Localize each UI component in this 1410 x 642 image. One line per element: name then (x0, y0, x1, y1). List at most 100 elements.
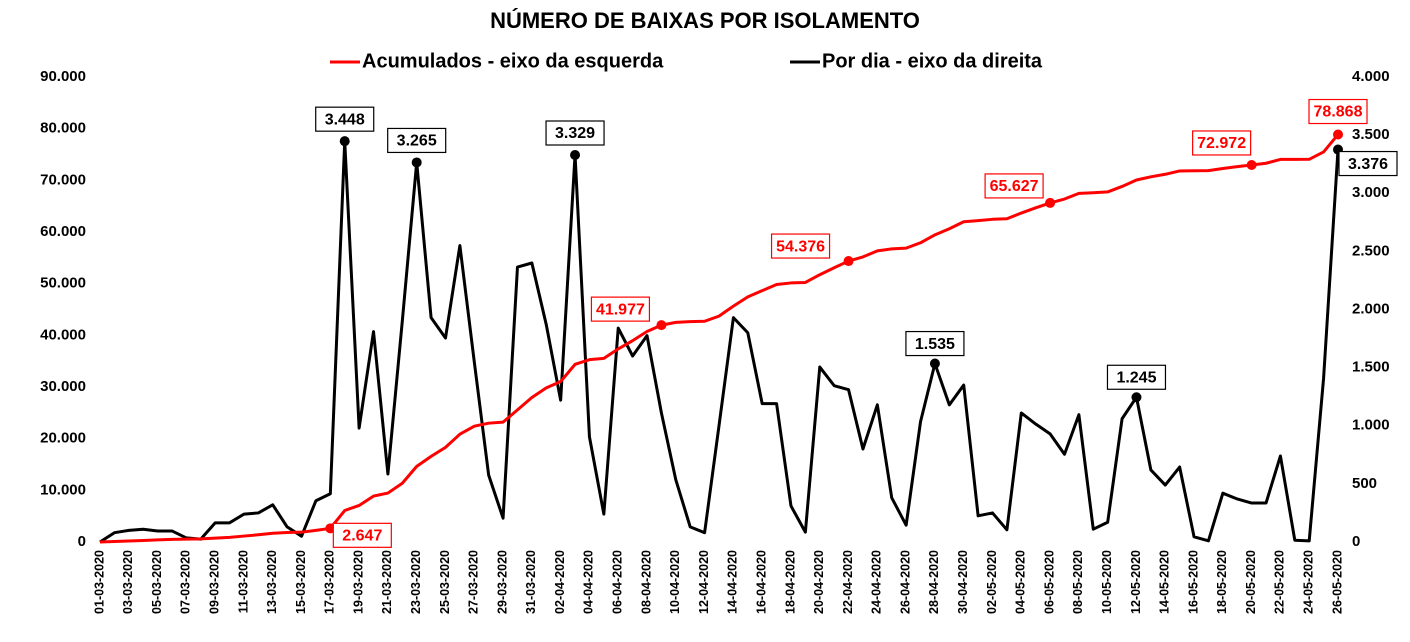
data-label: 41.977 (596, 301, 645, 318)
x-tick-label: 16-05-2020 (1186, 550, 1200, 614)
label-box (1338, 150, 1398, 177)
point-marker (1131, 392, 1142, 403)
x-tick-label: 18-05-2020 (1215, 550, 1229, 614)
label-box (984, 173, 1044, 199)
x-tick-label: 06-04-2020 (611, 550, 625, 614)
point-marker (929, 358, 940, 369)
x-tick-label: 13-03-2020 (265, 550, 279, 614)
x-tick-label: 02-04-2020 (553, 550, 567, 614)
x-tick-label: 16-04-2020 (754, 550, 768, 614)
data-label: 2.647 (342, 528, 382, 545)
y-tick-label: 10.000 (40, 481, 86, 498)
x-tick-label: 24-04-2020 (870, 550, 884, 614)
y-tick-label: 80.000 (40, 120, 86, 137)
point-marker (843, 256, 854, 267)
x-tick-label: 30-04-2020 (956, 550, 970, 614)
x-tick-label: 22-05-2020 (1273, 550, 1287, 614)
x-tick-label: 14-05-2020 (1158, 550, 1172, 614)
x-tick-label: 02-05-2020 (985, 550, 999, 614)
y2-tick-label: 2.000 (1352, 300, 1390, 317)
x-tick-label: 14-04-2020 (726, 550, 740, 614)
label-box (590, 296, 651, 322)
series-line (99, 133, 1340, 544)
y-tick-label: 90.000 (40, 68, 86, 85)
label-box (1106, 364, 1167, 390)
x-tick-label: 12-04-2020 (697, 550, 711, 614)
x-tick-label: 24-05-2020 (1302, 550, 1316, 614)
x-tick-label: 12-05-2020 (1129, 550, 1143, 614)
x-tick-label: 20-04-2020 (812, 550, 826, 614)
x-tick-label: 25-03-2020 (438, 550, 452, 614)
label-box (1308, 98, 1368, 125)
x-tick-label: 20-05-2020 (1244, 550, 1258, 614)
y-tick-label: 60.000 (40, 223, 86, 240)
x-tick-label: 23-03-2020 (409, 550, 423, 614)
x-tick-label: 10-04-2020 (668, 550, 682, 614)
point-marker (339, 136, 350, 147)
series-line (99, 139, 1340, 544)
y2-tick-label: 0 (1352, 533, 1360, 550)
legend-label: Acumulados - eixo da esquerda (362, 50, 664, 72)
y-tick-label: 40.000 (40, 326, 86, 343)
point-marker (1333, 129, 1343, 140)
y-tick-label: 50.000 (40, 275, 86, 292)
point-marker (656, 320, 667, 331)
point-marker (411, 157, 422, 168)
data-label: 1.245 (1116, 369, 1156, 386)
data-label: 72.972 (1197, 135, 1246, 152)
x-tick-label: 04-05-2020 (1014, 550, 1028, 614)
x-tick-label: 09-03-2020 (207, 550, 221, 614)
x-tick-label: 03-03-2020 (121, 550, 135, 614)
data-label: 3.329 (555, 125, 595, 142)
data-label: 3.376 (1348, 156, 1388, 173)
x-tick-label: 15-03-2020 (294, 550, 308, 614)
y-tick-label: 20.000 (40, 430, 86, 447)
x-tick-label: 04-04-2020 (582, 550, 596, 614)
x-tick-label: 29-03-2020 (495, 550, 509, 614)
x-tick-label: 06-05-2020 (1042, 550, 1056, 614)
label-box (545, 120, 605, 146)
x-tick-label: 07-03-2020 (179, 550, 193, 614)
label-box (905, 330, 965, 357)
label-box (315, 106, 375, 132)
x-tick-label: 08-05-2020 (1071, 550, 1085, 614)
y2-tick-label: 500 (1352, 475, 1377, 492)
label-box (332, 522, 392, 548)
x-tick-label: 21-03-2020 (380, 550, 394, 614)
x-tick-label: 11-03-2020 (236, 550, 250, 613)
y2-tick-label: 3.000 (1352, 184, 1390, 201)
label-box (1192, 130, 1252, 156)
point-marker (1246, 159, 1257, 170)
y2-tick-label: 2.500 (1352, 242, 1390, 259)
legend-label: Por dia - eixo da direita (822, 50, 1043, 72)
data-label: 54.376 (776, 238, 825, 255)
x-tick-label: 26-05-2020 (1330, 550, 1344, 614)
data-label: 1.535 (915, 336, 955, 353)
data-label: 78.868 (1314, 104, 1363, 121)
data-label: 3.265 (397, 133, 437, 150)
x-tick-label: 27-03-2020 (467, 550, 481, 614)
y-tick-label: 70.000 (40, 171, 86, 188)
data-label: 65.627 (990, 178, 1039, 195)
x-tick-label: 31-03-2020 (524, 550, 538, 614)
y-tick-label: 30.000 (40, 378, 86, 395)
x-tick-label: 18-04-2020 (783, 550, 797, 614)
x-tick-label: 17-03-2020 (323, 550, 337, 614)
x-tick-label: 05-03-2020 (150, 550, 164, 614)
y2-tick-label: 1.000 (1352, 417, 1390, 434)
label-box (770, 233, 831, 259)
x-tick-label: 01-03-2020 (92, 550, 106, 614)
x-tick-label: 26-04-2020 (898, 550, 912, 614)
y2-tick-label: 4.000 (1352, 68, 1390, 85)
y2-tick-label: 1.500 (1352, 359, 1390, 376)
x-tick-label: 28-04-2020 (927, 550, 941, 614)
y-tick-label: 0 (78, 533, 86, 550)
x-tick-label: 22-04-2020 (841, 550, 855, 614)
y2-tick-label: 3.500 (1352, 126, 1390, 143)
point-marker (1045, 197, 1056, 208)
x-tick-label: 19-03-2020 (351, 550, 365, 614)
x-tick-label: 10-05-2020 (1100, 550, 1114, 614)
label-box (387, 127, 447, 154)
x-tick-label: 08-04-2020 (639, 550, 653, 614)
